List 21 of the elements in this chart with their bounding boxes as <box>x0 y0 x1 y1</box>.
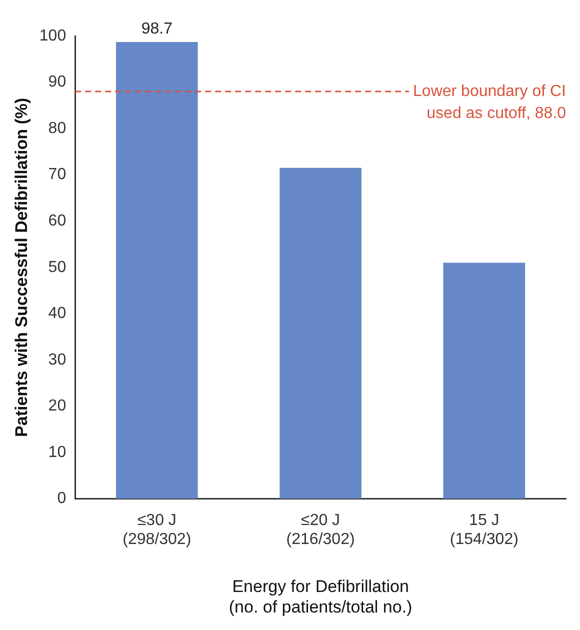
bar <box>116 42 198 499</box>
y-tick-label: 0 <box>57 490 66 508</box>
ref-line-label: Lower boundary of CI used as cutoff, 88.0 <box>413 82 566 122</box>
bar <box>280 168 362 499</box>
y-tick-label: 80 <box>48 120 66 137</box>
x-tick-label: ≤20 J (216/302) <box>286 512 355 548</box>
y-tick-label: 30 <box>48 351 66 368</box>
y-tick-label: 100 <box>39 27 66 44</box>
x-tick-label: 15 J (154/302) <box>450 512 518 548</box>
y-tick-label: 70 <box>48 166 66 184</box>
y-tick-label: 40 <box>48 305 66 322</box>
bar <box>443 262 526 499</box>
y-tick-label: 20 <box>48 398 66 415</box>
x-axis-title: Energy for Defibrillation (no. of patients/total no.) <box>228 577 412 616</box>
y-tick-label: 60 <box>48 212 66 230</box>
y-tick-label: 90 <box>48 74 66 91</box>
y-tick-label: 50 <box>48 258 66 276</box>
data-label: 98.7 <box>141 20 173 38</box>
y-axis-title: Patients with Successful Defibrillation (%) <box>12 98 31 437</box>
y-tick-label: 10 <box>48 444 66 461</box>
x-tick-label: ≤30 J (298/302) <box>122 512 192 548</box>
